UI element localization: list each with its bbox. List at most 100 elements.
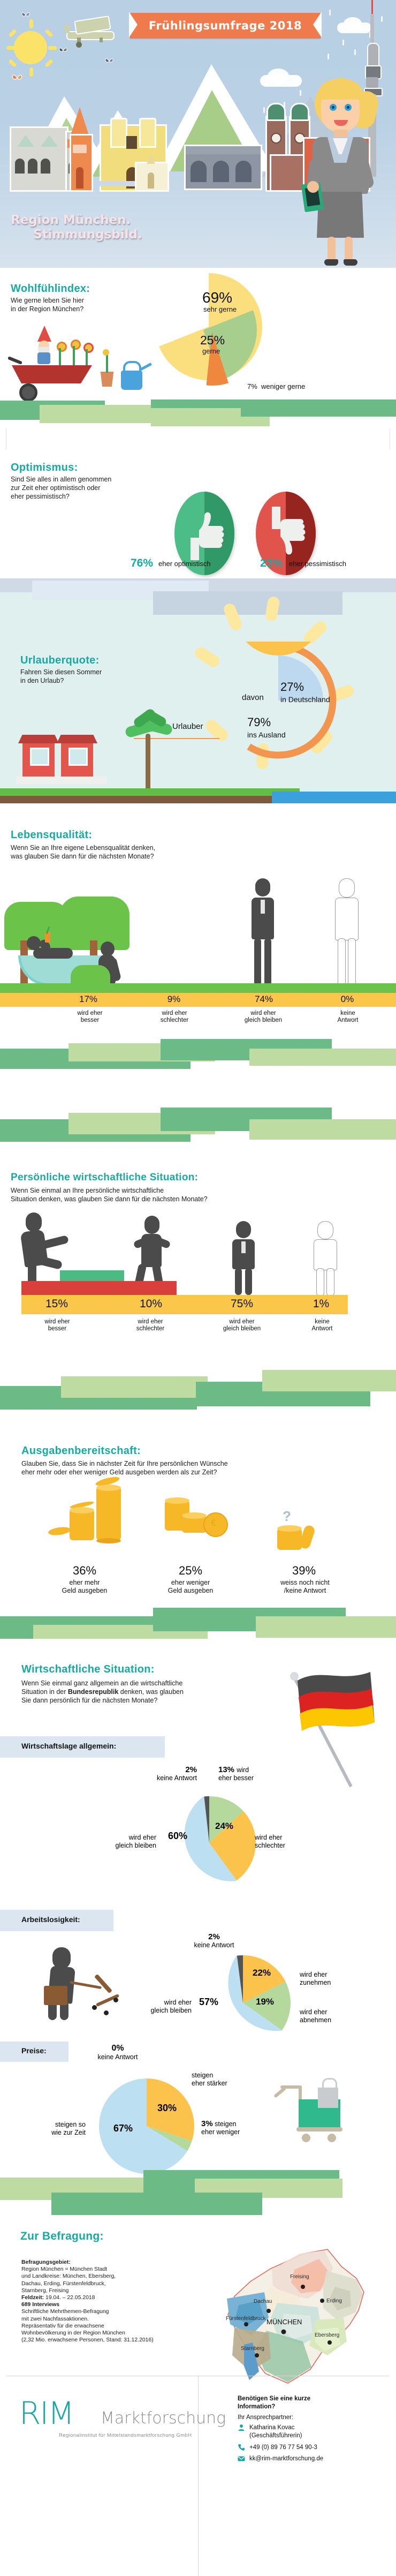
church-white-icon (135, 154, 169, 192)
wl-bes-w: wird (237, 1766, 249, 1774)
contact-phone[interactable]: +49 (0) 89 76 77 54 90-3 (249, 2444, 317, 2451)
al-ab-l2: abnehmen (300, 2016, 332, 2024)
optimismus-question-1: Sind Sie alles in allem genommen (11, 476, 112, 483)
footer-feldzeit-label: Feldzeit: (21, 2295, 44, 2301)
title-line-1: Region München. (11, 213, 131, 227)
wirtschaft-question-2b: Bundesrepublik (67, 1688, 119, 1696)
al-gleich-pct: 57% (199, 1997, 219, 2007)
stair-green (60, 1270, 124, 1281)
plane-icon (61, 13, 125, 51)
contact-block: Benötigen Sie eine kurze Information? Ih… (238, 2395, 387, 2462)
coins-small-icon: ? (268, 1506, 342, 1570)
page-title: Region München. Stimmungsbild. (11, 213, 142, 242)
ausgaben-pct-1: 25% (178, 1564, 203, 1577)
pr-stark-pct: 30% (157, 2103, 177, 2113)
footer-title: Zur Befragung: (20, 2230, 104, 2242)
sub-label-bg-2 (0, 1910, 113, 1931)
contact-title-l1: Benötigen Sie eine kurze (238, 2396, 311, 2402)
optimismus-title: Optimismus: (11, 462, 78, 473)
lebensqualitaet-value-bar (0, 993, 396, 1007)
persoenliche-label-1-l1: wird eher (138, 1319, 163, 1325)
al-zu-pct: 22% (253, 1968, 271, 1978)
pr-wen-l2: eher weniger (201, 2128, 240, 2136)
wirtschaftslage-pie-chart: 60% 24% (158, 1792, 260, 1894)
persoenliche-label-1-l2: schlechter (136, 1325, 165, 1332)
svg-text:Fürstenfeldbruck: Fürstenfeldbruck (226, 2316, 266, 2322)
optimismus-pos-label: eher optimistisch (158, 560, 211, 568)
urlauberquote-question-2: in den Urlaub? (20, 677, 64, 684)
contact-role: (Geschäftsführerin) (249, 2432, 302, 2439)
church-orange-icon (65, 107, 94, 192)
lebensqualitaet-label-2-l1: wird eher (250, 1010, 276, 1016)
lebensqualitaet-pct-3: 0% (340, 994, 354, 1004)
lebensqualitaet-question-1: Wenn Sie an Ihre eigene Lebensqualität d… (11, 844, 156, 852)
figure-outline-2 (311, 1221, 338, 1296)
persoenliche-pct-0: 15% (45, 1298, 68, 1310)
region-map: Freising Dachau Erding Fürstenfeldbruck … (213, 2240, 384, 2400)
urlauberquote-title: Urlauberquote: (20, 654, 100, 666)
urlauberquote-ausland-pct: 79% (247, 715, 271, 729)
banner-ribbon: Frühlingsumfrage 2018 (129, 12, 322, 40)
svg-text:Dachau: Dachau (254, 2299, 272, 2304)
wl-gleich-l1: wird eher (128, 1834, 156, 1841)
wl-schl-pct: 24% (215, 1821, 234, 1831)
urlauberquote-davon: davon (242, 693, 264, 702)
pr-wen-w: steigen (215, 2120, 237, 2128)
figure-dark-2 (230, 1221, 257, 1295)
feldherrnhalle-icon (184, 145, 262, 190)
sun-icon (14, 31, 47, 64)
ausgaben-label-2-l1: weiss noch nicht (280, 1579, 330, 1586)
rim-logo: RIM Marktforschung Regionalinstitut für … (19, 2395, 226, 2454)
wl-schl-l1: wird eher (255, 1834, 283, 1841)
garden-illustration (7, 326, 152, 402)
svg-text:Erding: Erding (326, 2298, 342, 2304)
ausgaben-label-0-l1: eher mehr (69, 1579, 100, 1586)
figure-climbing (20, 1212, 81, 1285)
persoenliche-label-0-l2: besser (48, 1325, 67, 1332)
persoenliche-pct-2: 75% (230, 1298, 254, 1310)
section-ausgabenbereitschaft: Ausgabenbereitschaft: Glauben Sie, dass … (0, 1350, 396, 1642)
lebensqualitaet-label-1-l2: schlechter (160, 1017, 189, 1023)
wohlfuehlindex-a-label: sehr gerne (203, 305, 237, 313)
lebensqualitaet-label-3-l2: Antwort (337, 1017, 359, 1023)
mail-icon (238, 2455, 245, 2462)
footer-method-l3: Repräsentativ für die erwachsene (21, 2323, 104, 2329)
lebensqualitaet-title: Lebensqualität: (11, 829, 93, 841)
al-gleich-l1: wird eher (164, 1999, 192, 2006)
wirtschaft-question-2a: Situation in der (21, 1688, 68, 1696)
ausgaben-label-1-l2: Geld ausgeben (167, 1587, 214, 1594)
svg-text:Starnberg: Starnberg (241, 2346, 264, 2352)
contact-email[interactable]: kk@rim-marktforschung.de (249, 2456, 324, 2462)
section-optimismus: Optimismus: Sind Sie alles in allem geno… (0, 450, 396, 584)
figure-with-chair (42, 1947, 138, 2020)
footer-area-l4: Starnberg, Freising (21, 2287, 69, 2294)
section-persoenliche-situation: Persönliche wirtschaftliche Situation: W… (0, 1071, 396, 1350)
ausgaben-question-1: Glauben Sie, dass Sie in nächster Zeit f… (21, 1460, 228, 1467)
persoenliche-label-2-l2: gleich bleiben (223, 1325, 261, 1332)
businesswoman-illustration (298, 78, 380, 268)
hero-scene: Frühlingsumfrage 2018 (0, 0, 396, 268)
pr-gleich-l2: wie zur Zeit (51, 2129, 86, 2136)
person-icon (238, 2424, 245, 2431)
footer-method-l4: Wohnbevölkerung in der Region München (21, 2330, 125, 2337)
wirtschaft-sub-3: Preise: (21, 2046, 47, 2055)
lebensqualitaet-label-0-l1: wird eher (77, 1010, 103, 1016)
stair-red (21, 1281, 177, 1296)
ausgaben-label-0-l2: Geld ausgeben (62, 1587, 108, 1594)
wohlfuehlindex-a-pct: 69% (202, 289, 233, 306)
persoenliche-label-3-l2: Antwort (311, 1325, 333, 1332)
wirtschaft-sub-1: Wirtschaftslage allgemein: (21, 1742, 117, 1750)
optimismus-neg-label: eher pessimistisch (289, 560, 346, 568)
coins-large-icon (36, 1475, 133, 1564)
optimismus-neg-pct: 23% (260, 557, 283, 569)
lebensqualitaet-pct-2: 74% (254, 994, 273, 1004)
optimismus-question-3: eher pessimistisch? (11, 493, 70, 500)
ausgaben-question-2: eher mehr oder eher weniger Geld ausgebe… (21, 1468, 217, 1476)
butterfly-icon (12, 74, 22, 80)
al-ab-l1: wird eher (300, 2008, 328, 2016)
wohlfuehlindex-pie-chart: 69% sehr gerne 25% gerne (149, 271, 272, 389)
wohlfuehlindex-b-label: gerne (202, 347, 220, 355)
lebensqualitaet-label-0-l2: besser (80, 1017, 100, 1023)
wl-bes-txt: eher besser (218, 1774, 254, 1782)
urlauberquote-main-label: Urlauber (172, 722, 203, 731)
